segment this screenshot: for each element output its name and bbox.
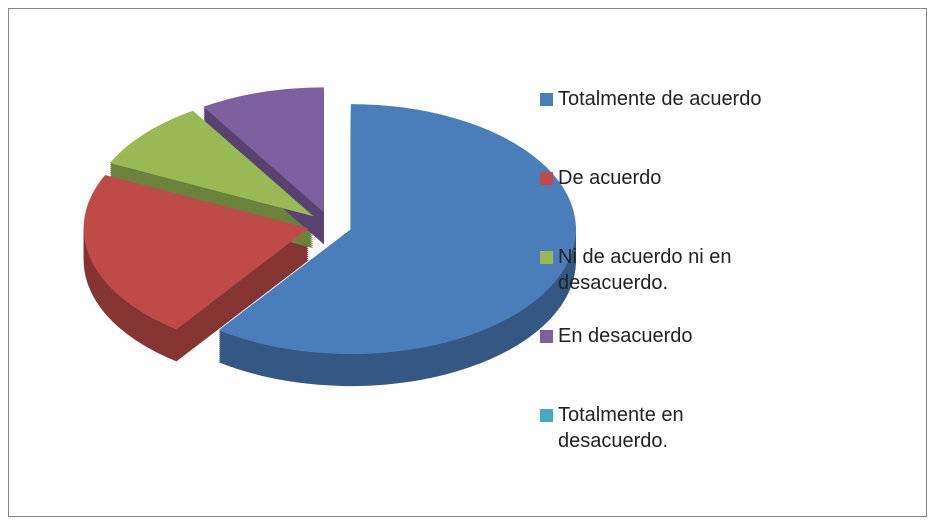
legend-swatch <box>540 251 553 264</box>
legend-label: Totalmente de acuerdo <box>558 88 762 110</box>
slice <box>218 104 576 355</box>
slice <box>83 175 309 330</box>
legend-item: Totalmente de acuerdo <box>540 86 900 112</box>
chart-frame <box>8 8 927 517</box>
legend-item: De acuerdo <box>540 165 900 191</box>
legend-swatch <box>540 409 553 422</box>
slice <box>109 110 314 217</box>
legend: Totalmente de acuerdo De acuerdo Ni de acu… <box>540 0 920 527</box>
legend-label: Ni de acuerdo ni en desacuerdo. <box>558 246 732 294</box>
legend-label: En desacuerdo <box>558 325 693 347</box>
legend-label: De acuerdo <box>558 167 662 189</box>
legend-item: En desacuerdo <box>540 323 900 349</box>
legend-item: Totalmente en desacuerdo. <box>540 402 900 454</box>
slice <box>203 87 324 213</box>
legend-label: Totalmente en desacuerdo. <box>558 404 684 452</box>
legend-swatch <box>540 330 553 343</box>
legend-swatch <box>540 93 553 106</box>
legend-item: Ni de acuerdo ni en desacuerdo. <box>540 244 900 296</box>
legend-swatch <box>540 172 553 185</box>
